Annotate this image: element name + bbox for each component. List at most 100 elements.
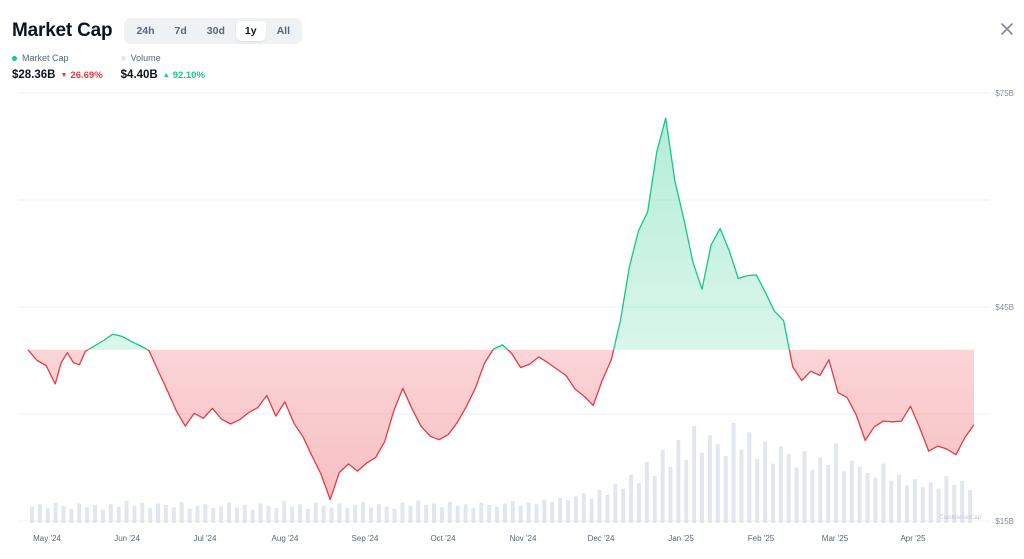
volume-bar — [447, 501, 452, 523]
range-button-1y[interactable]: 1y — [235, 21, 266, 41]
volume-bar — [668, 466, 673, 523]
grid-lines — [18, 92, 990, 522]
volume-bar — [53, 502, 58, 523]
volume-bar — [45, 508, 50, 523]
volume-bar — [361, 501, 366, 523]
range-button-7d[interactable]: 7d — [174, 25, 187, 37]
volume-bar — [77, 503, 82, 523]
volume-bar — [242, 505, 247, 523]
x-tick-label: Oct '24 — [430, 534, 456, 543]
volume-bar — [124, 501, 129, 523]
x-tick-label: Aug '24 — [272, 534, 299, 543]
volume-bar — [928, 482, 933, 523]
close-button[interactable] — [998, 20, 1016, 38]
volume-dot-icon — [120, 55, 126, 61]
volume-bar — [715, 444, 720, 523]
volume-bar — [495, 506, 500, 523]
legend-market-cap[interactable]: Market Cap $28.36B ▼ 26.69% — [12, 53, 103, 81]
range-button-30d[interactable]: 30d — [206, 25, 225, 37]
legend-market-cap-label: Market Cap — [22, 53, 69, 63]
close-icon — [1001, 23, 1013, 35]
triangle-down-icon: ▼ — [60, 71, 68, 79]
market-cap-area — [28, 118, 974, 500]
x-tick-label: Jan '25 — [668, 534, 694, 543]
volume-bar — [834, 443, 839, 523]
volume-bar — [329, 507, 334, 523]
volume-bar — [439, 507, 444, 523]
volume-bar — [250, 509, 255, 523]
volume-bar — [179, 501, 184, 523]
volume-bar — [873, 477, 878, 523]
volume-bar — [400, 502, 405, 523]
volume-bar — [566, 500, 570, 523]
volume-bar — [274, 508, 279, 523]
volume-bar — [432, 503, 436, 523]
volume-bar — [487, 505, 492, 523]
range-button-all[interactable]: All — [276, 25, 290, 37]
volume-bar — [771, 463, 775, 523]
market-cap-line — [27, 117, 975, 501]
volume-bar — [841, 471, 846, 523]
volume-bar — [29, 506, 34, 523]
volume-bar — [424, 505, 429, 523]
y-axis: $75B $45B $15B — [995, 89, 1014, 526]
x-tick-label: Apr '25 — [900, 534, 926, 543]
chart-header: Market Cap 24h 7d 30d 1y All — [12, 18, 302, 44]
x-axis: May '24 Jun '24 Jul '24 Aug '24 Sep '24 Oct '… — [33, 534, 926, 543]
volume-change: ▲ 92.10% — [163, 70, 205, 81]
volume-bar — [321, 505, 326, 523]
volume-bar — [227, 502, 231, 523]
volume-bar — [731, 423, 736, 523]
volume-bar — [644, 462, 649, 523]
volume-bar — [605, 494, 610, 523]
volume-bar — [573, 496, 578, 523]
volume-bar — [747, 432, 752, 523]
volume-bar — [298, 504, 302, 523]
volume-bar — [849, 460, 854, 523]
volume-bar — [542, 499, 547, 523]
chart-title: Market Cap — [12, 20, 113, 41]
volume-bar — [881, 463, 886, 523]
volume-bar — [471, 508, 476, 523]
volume-bar — [794, 467, 799, 523]
legend-volume[interactable]: Volume $4.40B ▲ 92.10% — [120, 53, 205, 81]
volume-bar — [810, 469, 815, 523]
volume-bar — [558, 498, 563, 523]
volume-bar — [510, 501, 515, 523]
volume-bar — [707, 435, 712, 523]
volume-bar — [865, 473, 870, 523]
volume-bar — [408, 505, 413, 523]
volume-bar — [479, 502, 484, 523]
volume-bar — [455, 505, 460, 523]
volume-bar — [960, 480, 965, 523]
volume-bar — [550, 501, 555, 523]
volume-bar — [211, 508, 216, 523]
x-tick-label: Nov '24 — [510, 534, 537, 543]
line-above-baseline — [28, 117, 791, 350]
volume-bar — [416, 500, 421, 523]
volume-bar — [652, 476, 657, 523]
volume-bar — [944, 476, 949, 523]
volume-bar — [905, 485, 909, 523]
volume-bar — [786, 454, 791, 523]
volume-bar — [85, 507, 90, 523]
volume-bar — [368, 507, 373, 523]
watermark: CoinMarketCap — [939, 515, 981, 521]
volume-bar — [258, 503, 263, 523]
volume-bar — [345, 508, 350, 523]
x-tick-label: Mar '25 — [822, 534, 849, 543]
volume-bar — [219, 506, 224, 523]
volume-bar — [676, 440, 681, 523]
volume-bar — [526, 502, 531, 523]
volume-bar — [305, 508, 310, 523]
volume-bar — [589, 498, 594, 523]
volume-bar — [857, 466, 862, 523]
volume-bar — [889, 480, 894, 523]
volume-bar — [660, 449, 665, 523]
volume-value: $4.40B — [120, 69, 158, 81]
volume-bar — [684, 459, 689, 523]
range-button-24h[interactable]: 24h — [136, 25, 155, 37]
volume-change-value: 92.10% — [172, 69, 205, 81]
volume-bar — [69, 508, 74, 523]
